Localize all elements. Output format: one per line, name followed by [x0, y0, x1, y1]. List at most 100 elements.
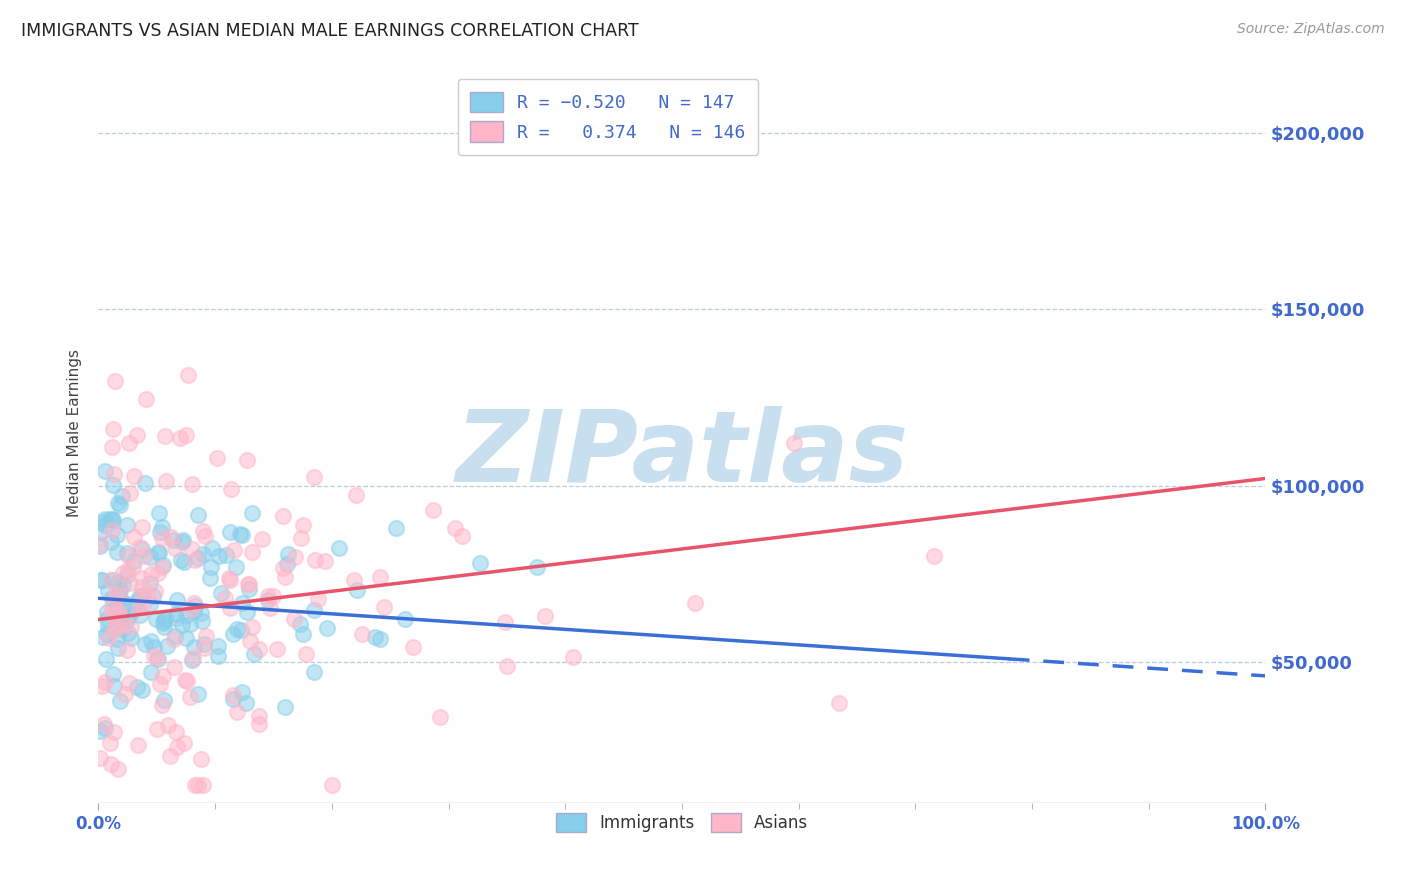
Immigrants [146, 545, 169, 559]
Asians [150, 698, 173, 712]
Asians [191, 778, 214, 792]
Asians [103, 623, 125, 637]
Immigrants [134, 476, 156, 491]
Asians [107, 606, 129, 620]
Immigrants [94, 721, 117, 735]
Asians [115, 642, 138, 657]
Immigrants [122, 554, 145, 568]
Immigrants [165, 607, 187, 622]
Immigrants [166, 592, 188, 607]
Asians [195, 629, 218, 643]
Asians [236, 453, 259, 467]
Asians [174, 673, 197, 687]
Asians [266, 642, 288, 657]
Asians [290, 531, 312, 545]
Immigrants [172, 533, 194, 547]
Asians [139, 566, 162, 581]
Immigrants [90, 573, 112, 587]
Asians [100, 574, 122, 588]
Asians [173, 736, 195, 750]
Immigrants [155, 640, 177, 654]
Immigrants [101, 591, 124, 605]
Immigrants [173, 556, 195, 570]
Immigrants [209, 586, 232, 600]
Asians [257, 589, 280, 603]
Asians [107, 762, 129, 776]
Asians [159, 749, 181, 764]
Immigrants [105, 598, 128, 612]
Immigrants [103, 667, 125, 681]
Asians [127, 739, 149, 753]
Asians [174, 428, 197, 442]
Asians [450, 529, 472, 543]
Asians [247, 641, 270, 656]
Immigrants [235, 696, 257, 710]
Immigrants [153, 611, 176, 625]
Asians [238, 576, 260, 591]
Immigrants [193, 637, 215, 651]
Immigrants [153, 614, 176, 628]
Asians [160, 530, 183, 544]
Immigrants [139, 634, 162, 648]
Immigrants [111, 622, 134, 636]
Asians [166, 739, 188, 754]
Immigrants [108, 694, 131, 708]
Immigrants [101, 574, 124, 588]
Asians [444, 521, 467, 535]
Asians [93, 716, 115, 731]
Asians [122, 530, 145, 544]
Asians [128, 541, 150, 555]
Asians [149, 677, 172, 691]
Immigrants [162, 533, 184, 547]
Asians [922, 549, 945, 563]
Immigrants [231, 596, 253, 610]
Immigrants [150, 520, 173, 534]
Asians [184, 552, 207, 566]
Asians [132, 599, 155, 614]
Asians [219, 600, 242, 615]
Asians [179, 690, 201, 704]
Immigrants [108, 613, 131, 627]
Asians [495, 658, 517, 673]
Asians [128, 601, 150, 615]
Asians [283, 612, 305, 626]
Immigrants [96, 652, 118, 666]
Asians [100, 441, 122, 455]
Asians [104, 375, 127, 389]
Y-axis label: Median Male Earnings: Median Male Earnings [67, 349, 83, 516]
Immigrants [110, 613, 132, 627]
Asians [194, 529, 217, 543]
Asians [218, 573, 240, 587]
Asians [150, 531, 173, 545]
Asians [184, 778, 207, 792]
Asians [89, 537, 111, 551]
Asians [122, 469, 145, 483]
Asians [321, 778, 343, 792]
Asians [314, 554, 336, 568]
Immigrants [117, 626, 139, 640]
Asians [273, 508, 295, 523]
Asians [422, 503, 444, 517]
Immigrants [394, 612, 416, 626]
Asians [143, 583, 166, 598]
Immigrants [526, 559, 548, 574]
Asians [187, 778, 209, 792]
Immigrants [117, 517, 139, 532]
Asians [101, 523, 124, 537]
Asians [103, 725, 125, 739]
Asians [190, 752, 212, 766]
Immigrants [139, 550, 162, 565]
Immigrants [274, 700, 297, 714]
Immigrants [141, 665, 163, 679]
Asians [117, 563, 139, 577]
Asians [429, 709, 451, 723]
Asians [181, 650, 204, 665]
Immigrants [152, 615, 174, 630]
Text: ZIPatlas: ZIPatlas [456, 407, 908, 503]
Asians [156, 718, 179, 732]
Immigrants [170, 535, 193, 549]
Asians [89, 751, 111, 765]
Immigrants [127, 680, 149, 694]
Asians [155, 474, 177, 488]
Asians [180, 541, 202, 556]
